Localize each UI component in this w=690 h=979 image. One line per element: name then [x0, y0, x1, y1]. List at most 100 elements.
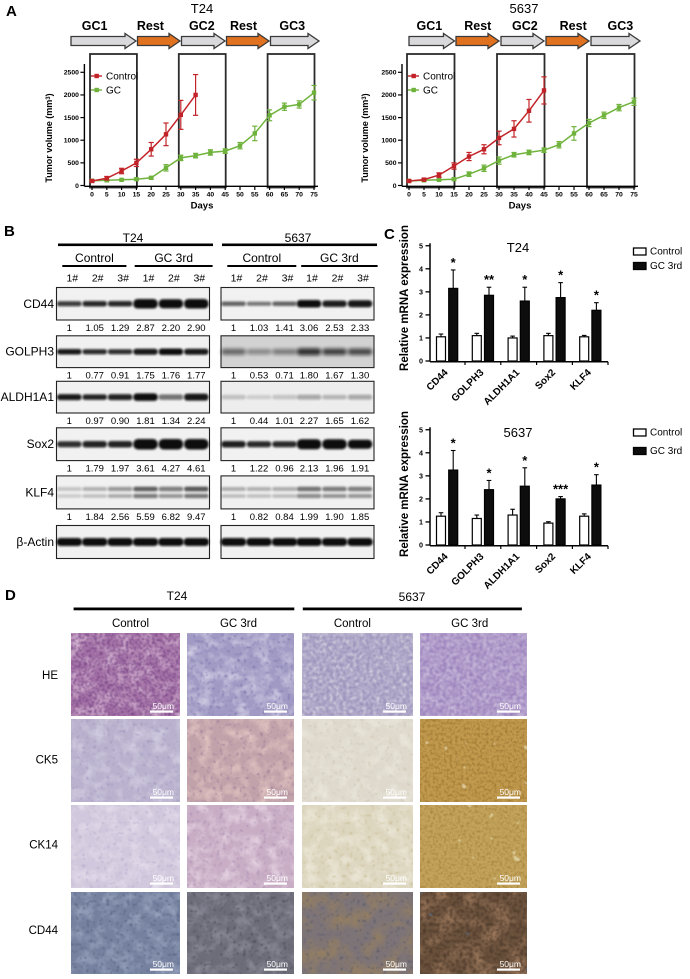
- svg-text:1.29: 1.29: [111, 323, 130, 334]
- svg-text:GC3: GC3: [608, 19, 634, 33]
- svg-text:GC: GC: [106, 85, 121, 96]
- svg-text:0: 0: [419, 541, 423, 550]
- svg-text:50μm: 50μm: [500, 959, 521, 969]
- svg-text:0.82: 0.82: [250, 512, 269, 523]
- svg-text:1.84: 1.84: [85, 512, 104, 523]
- svg-text:70: 70: [615, 192, 623, 199]
- svg-text:55: 55: [570, 192, 578, 199]
- svg-text:25: 25: [162, 192, 170, 199]
- svg-text:Control: Control: [75, 251, 114, 265]
- svg-text:10: 10: [435, 192, 443, 199]
- svg-text:2.87: 2.87: [136, 323, 155, 334]
- svg-text:1: 1: [67, 323, 72, 334]
- svg-text:Control: Control: [242, 251, 281, 265]
- svg-text:35: 35: [192, 192, 200, 199]
- svg-text:2.27: 2.27: [300, 416, 319, 427]
- svg-text:1: 1: [231, 464, 236, 475]
- svg-text:60: 60: [266, 192, 274, 199]
- svg-text:*: *: [486, 465, 492, 480]
- svg-text:CK14: CK14: [29, 840, 58, 852]
- svg-text:CD44: CD44: [23, 297, 54, 311]
- svg-text:0: 0: [75, 183, 79, 190]
- svg-text:70: 70: [295, 192, 303, 199]
- svg-text:0: 0: [407, 192, 411, 199]
- svg-text:50μm: 50μm: [386, 787, 407, 797]
- svg-text:Days: Days: [509, 201, 532, 212]
- svg-text:B: B: [4, 223, 15, 240]
- svg-text:10: 10: [118, 192, 126, 199]
- svg-text:1500: 1500: [381, 115, 396, 122]
- svg-text:KLF4: KLF4: [568, 551, 594, 577]
- svg-text:20: 20: [465, 192, 473, 199]
- svg-text:1.90: 1.90: [325, 512, 344, 523]
- svg-text:500: 500: [68, 160, 80, 167]
- svg-text:1.97: 1.97: [111, 464, 130, 475]
- svg-text:T24: T24: [191, 1, 213, 16]
- svg-text:1: 1: [419, 517, 423, 526]
- svg-text:1.85: 1.85: [351, 512, 370, 523]
- svg-text:2000: 2000: [64, 92, 79, 99]
- svg-text:2500: 2500: [64, 70, 79, 77]
- svg-text:ALDH1A1: ALDH1A1: [482, 367, 523, 408]
- svg-text:0.53: 0.53: [250, 371, 269, 382]
- svg-text:*: *: [594, 288, 600, 303]
- svg-text:1.79: 1.79: [85, 464, 104, 475]
- svg-text:1#: 1#: [143, 273, 155, 285]
- svg-text:9.47: 9.47: [187, 512, 206, 523]
- svg-text:50: 50: [555, 192, 563, 199]
- svg-text:30: 30: [177, 192, 185, 199]
- svg-text:2#: 2#: [92, 273, 104, 285]
- svg-text:3#: 3#: [357, 273, 369, 285]
- svg-text:50μm: 50μm: [267, 701, 288, 711]
- svg-text:50μm: 50μm: [500, 787, 521, 797]
- svg-text:Days: Days: [191, 201, 214, 212]
- svg-text:1.67: 1.67: [325, 371, 344, 382]
- svg-text:2.53: 2.53: [325, 323, 344, 334]
- svg-text:1.75: 1.75: [136, 371, 155, 382]
- svg-text:65: 65: [600, 192, 608, 199]
- svg-text:1: 1: [67, 512, 72, 523]
- svg-text:3#: 3#: [193, 273, 205, 285]
- svg-text:Control: Control: [423, 71, 455, 82]
- svg-text:4: 4: [419, 264, 423, 273]
- svg-text:GC 3rd: GC 3rd: [650, 446, 682, 457]
- svg-text:3#: 3#: [282, 273, 294, 285]
- svg-text:500: 500: [385, 160, 397, 167]
- svg-text:3: 3: [419, 471, 423, 480]
- svg-text:CD44: CD44: [425, 367, 451, 393]
- svg-text:1000: 1000: [64, 138, 79, 145]
- svg-text:1.77: 1.77: [187, 371, 206, 382]
- svg-text:5637: 5637: [504, 425, 533, 440]
- svg-text:1.30: 1.30: [351, 371, 370, 382]
- svg-text:75: 75: [630, 192, 638, 199]
- svg-text:50μm: 50μm: [386, 701, 407, 711]
- svg-text:0.44: 0.44: [250, 416, 269, 427]
- svg-text:1.34: 1.34: [162, 416, 181, 427]
- svg-text:50μm: 50μm: [153, 959, 174, 969]
- svg-text:40: 40: [207, 192, 215, 199]
- svg-text:1000: 1000: [381, 138, 396, 145]
- svg-text:CD44: CD44: [425, 551, 451, 577]
- svg-text:2#: 2#: [168, 273, 180, 285]
- svg-text:0.91: 0.91: [111, 371, 130, 382]
- svg-text:T24: T24: [123, 231, 144, 245]
- svg-text:Control: Control: [106, 71, 138, 82]
- svg-text:4: 4: [419, 448, 423, 457]
- svg-text:Control: Control: [112, 618, 149, 630]
- svg-text:2.24: 2.24: [187, 416, 206, 427]
- svg-text:β-Actin: β-Actin: [16, 535, 54, 549]
- svg-text:Control: Control: [334, 618, 371, 630]
- svg-text:0: 0: [419, 357, 423, 366]
- svg-text:Control: Control: [650, 247, 682, 258]
- svg-text:GOLPH3: GOLPH3: [450, 367, 487, 404]
- svg-text:CK5: CK5: [36, 755, 58, 767]
- svg-text:1: 1: [231, 416, 236, 427]
- svg-text:50μm: 50μm: [386, 959, 407, 969]
- svg-text:Sox2: Sox2: [533, 551, 558, 576]
- svg-text:2.33: 2.33: [351, 323, 370, 334]
- svg-text:50: 50: [236, 192, 244, 199]
- svg-text:1: 1: [231, 512, 236, 523]
- svg-text:45: 45: [540, 192, 548, 199]
- svg-text:GOLPH3: GOLPH3: [450, 551, 487, 588]
- svg-text:CD44: CD44: [29, 925, 59, 937]
